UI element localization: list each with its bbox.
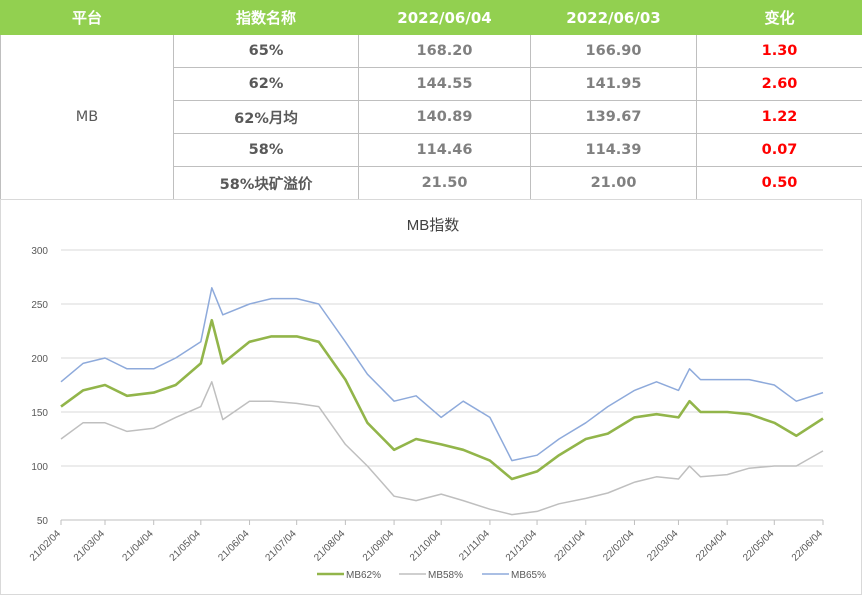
- y-tick-label: 50: [37, 516, 49, 527]
- x-tick-label: 21/04/04: [121, 528, 157, 564]
- index-name-cell: 62%: [173, 67, 359, 101]
- value-cell-1: 114.46: [358, 133, 531, 167]
- x-tick-label: 22/01/04: [553, 528, 589, 564]
- x-tick-label: 21/08/04: [312, 528, 348, 564]
- chart-title: MB指数: [407, 217, 460, 234]
- value-cell-2: 141.95: [530, 67, 697, 101]
- value-cell-1: 168.20: [358, 34, 531, 68]
- header-change: 变化: [696, 0, 862, 35]
- x-tick-label: 22/04/04: [694, 528, 730, 564]
- platform-cell: MB: [0, 34, 174, 200]
- series-line-mb62: [60, 318, 824, 481]
- index-name-cell: 58%块矿溢价: [173, 166, 359, 200]
- change-cell: 1.30: [696, 34, 862, 68]
- x-tick-label: 22/03/04: [645, 528, 681, 564]
- x-tick-label: 21/10/04: [408, 528, 444, 564]
- y-tick-label: 150: [31, 408, 48, 419]
- x-tick-label: 21/07/04: [263, 528, 299, 564]
- table-row: 58% 114.46 114.39 0.07: [1, 133, 862, 167]
- x-tick-label: 21/11/04: [457, 528, 492, 563]
- chart-container: MB指数 300 250 200 150 100 50 21/02/04 21/03/04 21…: [0, 199, 862, 595]
- x-tick-label: 21/02/04: [28, 528, 64, 564]
- y-tick-label: 100: [31, 462, 48, 473]
- value-cell-1: 144.55: [358, 67, 531, 101]
- series-line-mb58: [60, 381, 824, 516]
- y-tick-label: 300: [31, 246, 48, 257]
- header-index-name: 指数名称: [173, 0, 359, 35]
- series-line-mb65: [60, 287, 824, 462]
- price-table: 平台 指数名称 2022/06/04 2022/06/03 变化 MB 65% …: [0, 0, 862, 200]
- x-tick-label: 21/12/04: [504, 528, 540, 564]
- index-name-cell: 65%: [173, 34, 359, 68]
- value-cell-2: 21.00: [530, 166, 697, 200]
- table-row: 62% 144.55 141.95 2.60: [1, 67, 862, 101]
- y-tick-label: 200: [31, 354, 48, 365]
- y-tick-label: 250: [31, 300, 48, 311]
- header-date-2: 2022/06/03: [530, 0, 697, 35]
- change-cell: 2.60: [696, 67, 862, 101]
- x-tick-label: 21/05/04: [168, 528, 204, 564]
- value-cell-2: 114.39: [530, 133, 697, 167]
- table-row: 62%月均 140.89 139.67 1.22: [1, 100, 862, 134]
- legend-label: MB65%: [511, 570, 546, 581]
- table-row: MB 65% 168.20 166.90 1.30: [0, 34, 862, 200]
- index-name-cell: 58%: [173, 133, 359, 167]
- change-cell: 0.07: [696, 133, 862, 167]
- legend-label: MB62%: [346, 570, 381, 581]
- x-tick-label: 22/02/04: [601, 528, 637, 564]
- header-platform: 平台: [0, 0, 174, 35]
- value-cell-1: 21.50: [358, 166, 531, 200]
- index-name-cell: 62%月均: [173, 100, 359, 134]
- header-date-1: 2022/06/04: [358, 0, 531, 35]
- x-tick-label: 21/06/04: [216, 528, 252, 564]
- table-header-row: 平台 指数名称 2022/06/04 2022/06/03 变化: [0, 0, 862, 35]
- x-tick-label: 22/06/04: [790, 528, 826, 564]
- change-cell: 1.22: [696, 100, 862, 134]
- x-tick-label: 21/03/04: [72, 528, 108, 564]
- change-cell: 0.50: [696, 166, 862, 200]
- x-tick-label: 21/09/04: [361, 528, 397, 564]
- value-cell-2: 166.90: [530, 34, 697, 68]
- value-cell-1: 140.89: [358, 100, 531, 134]
- legend-label: MB58%: [428, 570, 463, 581]
- table-row: 58%块矿溢价 21.50 21.00 0.50: [1, 166, 862, 200]
- value-cell-2: 139.67: [530, 100, 697, 134]
- x-tick-label: 22/05/04: [741, 528, 777, 564]
